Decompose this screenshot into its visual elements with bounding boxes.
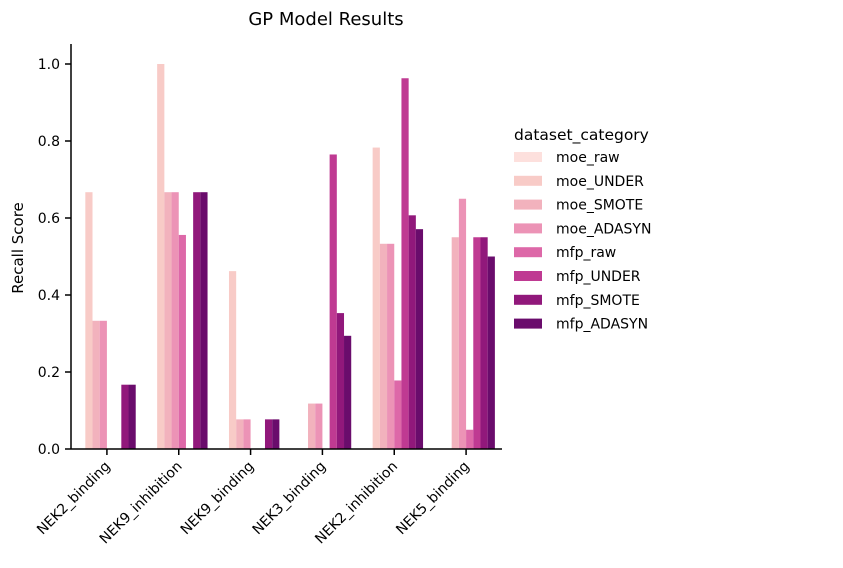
legend-label-moe_ADASYN: moe_ADASYN — [556, 221, 651, 237]
bar-moe_UNDER-NEK9_binding — [228, 271, 237, 449]
bar-mfp_ADASYN-NEK9_binding — [272, 419, 280, 449]
bar-mfp_SMOTE-NEK9_inhibition — [193, 192, 201, 449]
bar-moe_ADASYN-NEK3_binding — [315, 403, 323, 449]
bar-moe_ADASYN-NEK5_binding — [458, 198, 467, 449]
legend-label-moe_UNDER: moe_UNDER — [556, 174, 644, 190]
legend-swatch-moe_ADASYN — [514, 223, 542, 234]
bar-moe_SMOTE-NEK2_binding — [92, 320, 100, 449]
bar-mfp_ADASYN-NEK5_binding — [487, 256, 495, 449]
bar-mfp_SMOTE-NEK2_inhibition — [408, 215, 416, 449]
legend-swatch-mfp_SMOTE — [514, 294, 542, 305]
legend-swatch-moe_raw — [514, 152, 542, 162]
bar-moe_SMOTE-NEK9_inhibition — [164, 192, 172, 449]
x-tick-label: NEK9_binding — [178, 459, 258, 539]
bar-moe_ADASYN-NEK9_binding — [243, 419, 251, 449]
bar-moe_SMOTE-NEK9_binding — [236, 419, 244, 449]
legend-label-mfp_raw: mfp_raw — [556, 245, 616, 261]
bar-moe_SMOTE-NEK2_inhibition — [379, 243, 388, 449]
bar-mfp_SMOTE-NEK5_binding — [480, 237, 488, 449]
y-tick-label: 0.4 — [38, 288, 60, 304]
bar-mfp_SMOTE-NEK9_binding — [264, 419, 273, 449]
bar-moe_SMOTE-NEK5_binding — [451, 237, 459, 449]
bar-mfp_raw-NEK5_binding — [466, 429, 474, 449]
x-axis: NEK2_bindingNEK9_inhibitionNEK9_bindingN… — [34, 448, 502, 547]
legend: dataset_category moe_raw moe_UNDER moe_SMO… — [514, 126, 651, 333]
bar-mfp_UNDER-NEK2_inhibition — [401, 78, 409, 449]
y-axis-title: Recall Score — [9, 202, 27, 294]
bar-moe_SMOTE-NEK3_binding — [308, 403, 316, 449]
legend-label-moe_SMOTE: moe_SMOTE — [556, 198, 643, 214]
legend-label-mfp_SMOTE: mfp_SMOTE — [556, 293, 640, 309]
y-tick-label: 0.6 — [38, 211, 60, 227]
bar-moe_UNDER-NEK9_inhibition — [157, 64, 165, 449]
legend-swatch-mfp_raw — [514, 247, 542, 258]
bar-mfp_UNDER-NEK3_binding — [329, 154, 337, 450]
legend-label-moe_raw: moe_raw — [556, 150, 620, 166]
bar-moe_ADASYN-NEK2_inhibition — [387, 243, 395, 449]
y-tick-label: 1.0 — [38, 57, 60, 73]
legend-label-mfp_UNDER: mfp_UNDER — [556, 269, 641, 285]
x-tick-label: NEK5_binding — [393, 459, 473, 539]
y-tick-label: 0.2 — [38, 365, 60, 381]
legend-label-mfp_ADASYN: mfp_ADASYN — [556, 317, 648, 333]
bar-mfp_ADASYN-NEK9_inhibition — [200, 192, 208, 449]
bar-mfp_ADASYN-NEK2_inhibition — [415, 229, 424, 449]
bar-mfp_UNDER-NEK5_binding — [473, 237, 481, 449]
y-axis: 0.0 0.2 0.4 0.6 0.8 1.0 — [38, 44, 72, 458]
bar-moe_ADASYN-NEK9_inhibition — [171, 192, 179, 449]
legend-swatch-moe_UNDER — [514, 175, 542, 186]
bar-moe_UNDER-NEK2_binding — [85, 192, 93, 449]
y-tick-label: 0.0 — [38, 442, 60, 458]
legend-swatch-mfp_ADASYN — [514, 318, 542, 329]
legend-swatch-moe_SMOTE — [514, 199, 542, 210]
bar-mfp_SMOTE-NEK3_binding — [336, 313, 345, 449]
bar-moe_ADASYN-NEK2_binding — [99, 320, 107, 449]
x-tick-label: NEK2_binding — [34, 459, 114, 539]
bar-mfp_raw-NEK2_inhibition — [394, 380, 402, 449]
bar-mfp_SMOTE-NEK2_binding — [121, 384, 129, 449]
legend-title: dataset_category — [514, 126, 649, 145]
x-tick-label: NEK3_binding — [250, 459, 330, 539]
bar-moe_UNDER-NEK2_inhibition — [372, 147, 380, 450]
chart-title: GP Model Results — [248, 9, 403, 30]
y-tick-label: 0.8 — [38, 134, 60, 150]
bar-mfp_ADASYN-NEK3_binding — [344, 335, 352, 449]
bar-mfp_ADASYN-NEK2_binding — [128, 384, 136, 449]
bars-group — [85, 64, 495, 450]
bar-mfp_raw-NEK9_inhibition — [178, 234, 186, 449]
legend-swatch-mfp_UNDER — [514, 271, 542, 281]
